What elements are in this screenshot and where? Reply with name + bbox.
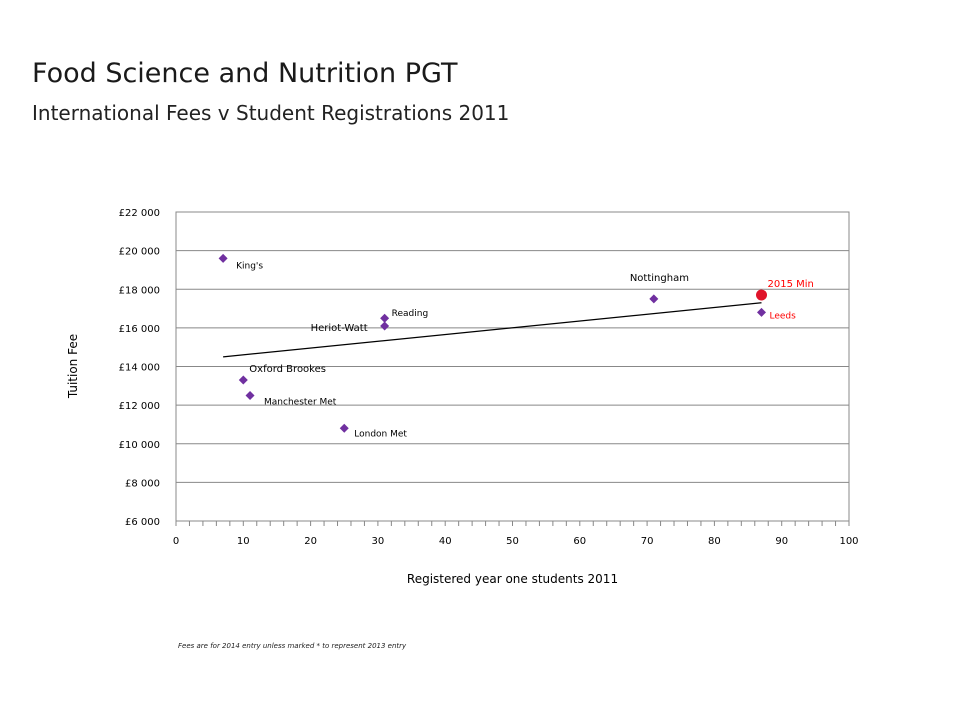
point-labels: King's Nottingham Reading Heriot-Watt Leeds O… bbox=[236, 261, 814, 439]
x-tick-label: 90 bbox=[775, 536, 788, 547]
y-tick-label: £10 000 bbox=[119, 440, 160, 451]
data-point-leeds bbox=[757, 307, 767, 317]
data-points bbox=[218, 253, 768, 433]
highlight-label: 2015 Min bbox=[768, 279, 814, 290]
y-tick-label: £20 000 bbox=[119, 247, 160, 258]
y-tick-label: £22 000 bbox=[119, 208, 160, 219]
point-label-nottingham: Nottingham bbox=[630, 273, 689, 284]
y-tick-label: £14 000 bbox=[119, 363, 160, 374]
y-tick-label: £12 000 bbox=[119, 401, 160, 412]
x-tick-label: 50 bbox=[506, 536, 519, 547]
point-label-leeds: Leeds bbox=[770, 311, 797, 321]
x-tick-label: 10 bbox=[237, 536, 250, 547]
y-tick-label: £16 000 bbox=[119, 324, 160, 335]
x-tick-label: 40 bbox=[439, 536, 452, 547]
data-point-heriot-watt bbox=[380, 321, 390, 331]
chart-title: Food Science and Nutrition PGT bbox=[32, 58, 458, 89]
footnote: Fees are for 2014 entry unless marked * … bbox=[178, 642, 407, 650]
data-point-king-s bbox=[218, 253, 228, 263]
data-point-manchester-met bbox=[245, 390, 255, 400]
x-tick-label: 0 bbox=[173, 536, 179, 547]
x-tick-label: 80 bbox=[708, 536, 721, 547]
highlight-point bbox=[756, 289, 768, 301]
point-label-heriot-watt: Heriot-Watt bbox=[311, 323, 368, 334]
y-tick-label: £18 000 bbox=[119, 285, 160, 296]
x-axis: 0 10 20 30 40 50 60 70 80 90 100 bbox=[173, 521, 859, 547]
x-tick-label: 70 bbox=[641, 536, 654, 547]
data-point-oxford-brookes bbox=[238, 375, 248, 385]
x-tick-label: 60 bbox=[573, 536, 586, 547]
x-axis-label: Registered year one students 2011 bbox=[407, 572, 618, 586]
trendline bbox=[223, 302, 762, 358]
data-point-london-met bbox=[339, 423, 349, 433]
y-axis: £6 000 £8 000 £10 000 £12 000 £14 000 £16 000… bbox=[119, 208, 160, 528]
point-label-manchester-met: Manchester Met bbox=[264, 397, 337, 407]
point-label-london-met: London Met bbox=[354, 429, 407, 439]
point-label-reading: Reading bbox=[392, 309, 429, 319]
x-tick-label: 30 bbox=[372, 536, 385, 547]
x-tick-label: 100 bbox=[839, 536, 858, 547]
point-label-king-s: King's bbox=[236, 261, 263, 271]
data-point-nottingham bbox=[649, 294, 659, 304]
y-tick-label: £6 000 bbox=[125, 517, 160, 528]
point-label-oxford-brookes: Oxford Brookes bbox=[249, 364, 326, 375]
y-tick-label: £8 000 bbox=[125, 478, 160, 489]
y-axis-label: Tuition Fee bbox=[66, 334, 80, 399]
x-tick-label: 20 bbox=[304, 536, 317, 547]
data-point-reading bbox=[380, 313, 390, 323]
chart-subtitle: International Fees v Student Registratio… bbox=[32, 101, 510, 125]
gridlines bbox=[176, 211, 849, 483]
